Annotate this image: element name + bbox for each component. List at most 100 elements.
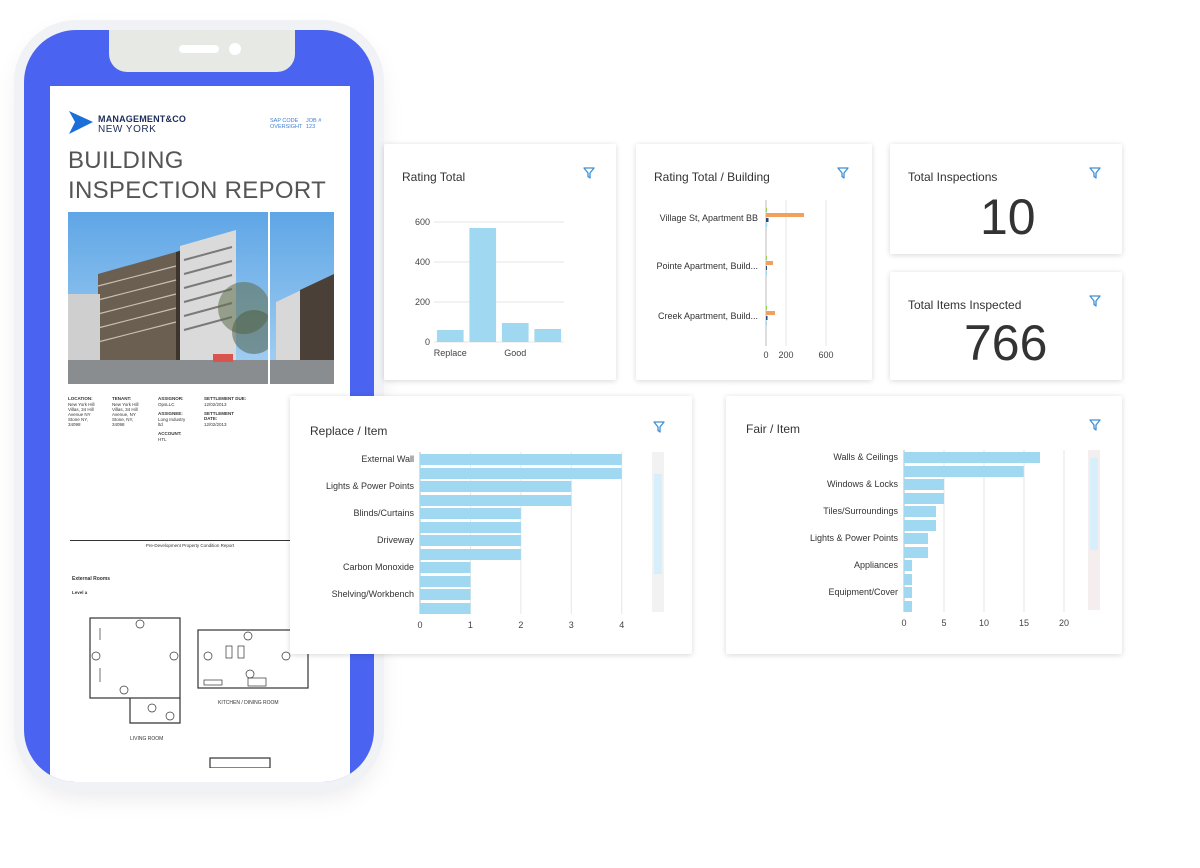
chart-rating-total: 0 200 400 600 Replace Good [415, 217, 564, 358]
bar [766, 271, 767, 275]
y-category-label: Carbon Monoxide [343, 562, 414, 572]
card-total-items[interactable]: Total Items Inspected 766 [890, 272, 1122, 380]
floorplan-drawing: LIVING ROOM KITCHEN / DINING ROOM [89, 617, 309, 768]
bar [766, 321, 767, 325]
y-category-label: Lights & Power Points [326, 481, 415, 491]
bar [766, 266, 767, 270]
x-tick-label: 4 [619, 620, 624, 630]
info-settlement: SETTLEMENT DUE: 12/02/2013 SETTLEMENT DAT… [204, 396, 247, 427]
bar [904, 587, 912, 598]
x-tick-label: 0 [901, 618, 906, 628]
y-tick-label: 600 [415, 217, 430, 227]
brand-city: NEW YORK [98, 124, 157, 135]
y-category-label: Pointe Apartment, Build... [656, 261, 758, 271]
bar [420, 535, 521, 546]
bar [420, 481, 572, 492]
section-label: External Rooms [72, 576, 111, 582]
bar [766, 208, 767, 212]
filter-funnel-icon[interactable] [1088, 166, 1102, 180]
report-page[interactable]: MANAGEMENT&CO NEW YORK SAP CODE OVERSIGHT… [50, 86, 350, 534]
card-fair-item[interactable]: Fair / Item 0 5 10 15 20 Walls & Ceilings Wind… [726, 396, 1122, 654]
y-category-label: Creek Apartment, Build... [658, 311, 758, 321]
bar [904, 601, 912, 612]
card-rating-total[interactable]: Rating Total 0 200 400 600 Replace Good [384, 144, 616, 380]
card-title: Fair / Item [746, 422, 801, 436]
bar [904, 520, 936, 531]
x-tick-label: 0 [417, 620, 422, 630]
x-tick-label: Good [504, 348, 526, 358]
level-label: Level a [72, 590, 88, 595]
bar [420, 508, 521, 519]
bar [904, 533, 928, 544]
report-title: BUILDING INSPECTION REPORT [68, 147, 327, 204]
x-tick-label: 10 [979, 618, 989, 628]
card-title: Total Inspections [908, 170, 998, 184]
filter-funnel-icon[interactable] [1088, 418, 1102, 432]
info-location: LOCATION: New York Hill Villas, 34 Hill A… [68, 396, 95, 427]
card-title: Rating Total / Building [654, 170, 770, 184]
card-total-inspections[interactable]: Total Inspections 10 [890, 144, 1122, 254]
chart-replace-item: 0 1 2 3 4 External Wall Lights & Power Points B… [326, 452, 624, 630]
y-category-label: Tiles/Surroundings [823, 506, 898, 516]
y-category-label: Equipment/Cover [828, 587, 898, 597]
y-tick-label: 0 [425, 337, 430, 347]
filter-funnel-icon[interactable] [582, 166, 596, 180]
y-category-label: Driveway [377, 535, 415, 545]
building-photo[interactable] [68, 212, 268, 384]
bar [420, 589, 471, 600]
scrollbar-thumb[interactable] [1090, 458, 1098, 550]
bar [904, 560, 912, 571]
info-tenant: TENANT: New York Hill Villas, 34 Hill Ave… [112, 396, 139, 427]
card-title: Total Items Inspected [908, 298, 1022, 312]
chart-rating-building: 0 200 600 Village St, Apartment BB Pointe Ap… [656, 200, 834, 360]
brand-name: MANAGEMENT&CO [98, 114, 187, 124]
y-category-label: Blinds/Curtains [353, 508, 414, 518]
bar [501, 323, 529, 342]
x-tick-label: 600 [818, 350, 833, 360]
bar [766, 306, 767, 310]
card-replace-item[interactable]: Replace / Item 0 1 2 3 4 External Wall Lights … [290, 396, 692, 654]
bar [420, 522, 521, 533]
y-category-label: Lights & Power Points [810, 533, 899, 543]
bar [904, 493, 944, 504]
x-tick-label: 1 [468, 620, 473, 630]
total-items-value: 766 [964, 315, 1048, 371]
scrollbar-thumb[interactable] [654, 474, 662, 574]
bar [766, 311, 775, 315]
y-tick-label: 400 [415, 257, 430, 267]
scrollbar-track[interactable] [1088, 450, 1100, 610]
filter-funnel-icon[interactable] [836, 166, 850, 180]
bar [420, 495, 572, 506]
y-category-label: Shelving/Workbench [332, 589, 414, 599]
y-tick-label: 200 [415, 297, 430, 307]
chart-fair-item: 0 5 10 15 20 Walls & Ceilings Windows & Locks T… [810, 450, 1069, 628]
y-category-label: Windows & Locks [827, 479, 899, 489]
y-category-label: Village St, Apartment BB [660, 213, 758, 223]
y-category-label: Appliances [854, 560, 899, 570]
speaker-icon [179, 45, 219, 53]
bar [420, 454, 622, 465]
bar [436, 330, 464, 342]
card-title: Replace / Item [310, 424, 388, 438]
card-rating-building[interactable]: Rating Total / Building 0 200 600 Village S… [636, 144, 872, 380]
bar [420, 576, 471, 587]
bar [469, 228, 497, 342]
x-tick-label: 20 [1059, 618, 1069, 628]
bar [766, 261, 773, 265]
x-tick-label: 5 [941, 618, 946, 628]
bar [766, 213, 804, 217]
chevron-logo-icon [69, 111, 93, 134]
bar [420, 562, 471, 573]
x-tick-label: 15 [1019, 618, 1029, 628]
scrollbar-track[interactable] [652, 452, 664, 612]
job-number: JOB #123 [306, 118, 322, 130]
bar [904, 574, 912, 585]
filter-funnel-icon[interactable] [1088, 294, 1102, 308]
building-photo-side[interactable] [270, 212, 334, 384]
bar [420, 468, 622, 479]
filter-funnel-icon[interactable] [652, 420, 666, 434]
y-category-label: Walls & Ceilings [833, 452, 898, 462]
bar [420, 549, 521, 560]
x-tick-label: Replace [434, 348, 467, 358]
y-category-label: External Wall [361, 454, 414, 464]
